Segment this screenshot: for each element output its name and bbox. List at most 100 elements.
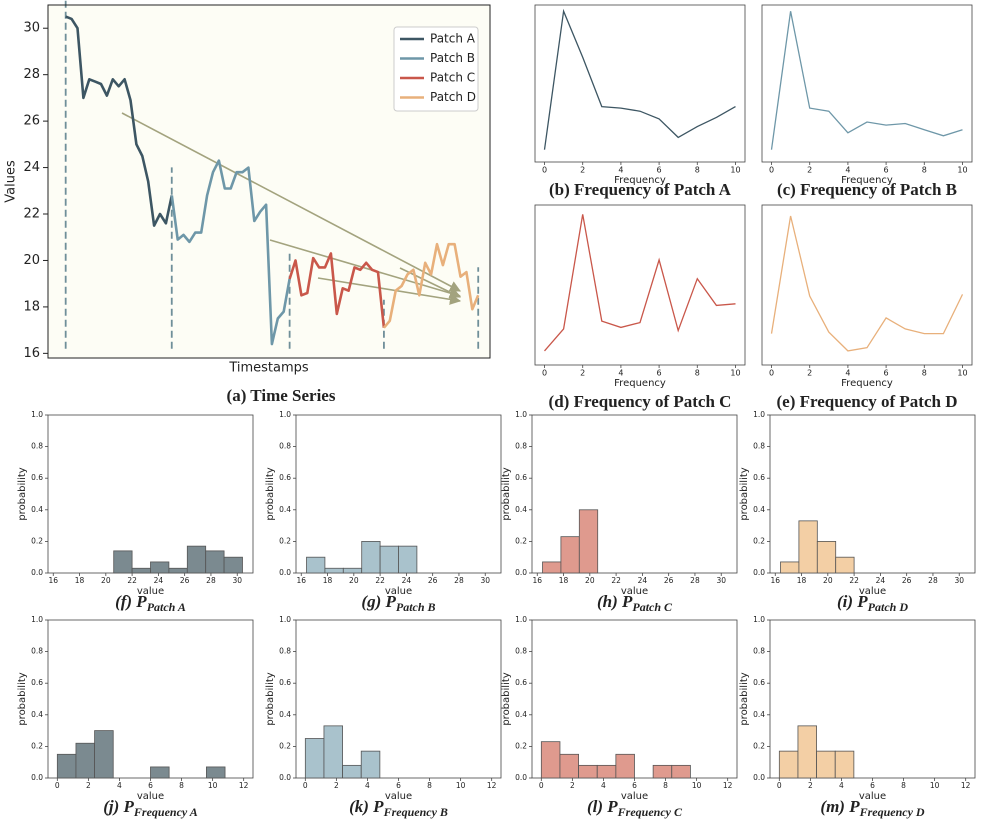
legend-label: Patch A <box>430 32 476 46</box>
caption: (h) PPatch C <box>597 592 673 614</box>
caption: (d) Frequency of Patch C <box>549 392 732 411</box>
x-tick-label: 10 <box>957 166 967 175</box>
histogram-bar <box>780 561 800 574</box>
x-tick-label: 4 <box>618 369 623 378</box>
x-tick-label: 20 <box>349 576 359 585</box>
x-tick-label: 0 <box>777 781 782 790</box>
x-tick-label: 26 <box>428 576 438 585</box>
y-tick-label: 0.0 <box>279 568 291 577</box>
caption: (c) Frequency of Patch B <box>777 180 957 199</box>
y-tick-label: 28 <box>23 67 40 82</box>
y-tick-label: 0.8 <box>279 647 291 656</box>
x-tick-label: 20 <box>101 576 111 585</box>
x-tick-label: 4 <box>365 781 370 790</box>
caption-main: (i) P <box>837 592 868 611</box>
x-tick-label: 2 <box>807 166 812 175</box>
histogram-bar <box>342 567 363 574</box>
histogram-bar <box>150 766 170 779</box>
x-tick-label: 4 <box>117 781 122 790</box>
x-tick-label: 0 <box>55 781 60 790</box>
caption: (j) PFrequency A <box>103 797 198 819</box>
y-tick-label: 0.8 <box>515 442 527 451</box>
legend-label: Patch C <box>430 71 475 85</box>
histogram-bar <box>75 742 95 779</box>
y-tick-label: 0.2 <box>31 536 43 545</box>
x-tick-label: 2 <box>86 781 91 790</box>
histogram-bar <box>223 556 243 574</box>
caption-subscript: Frequency C <box>617 805 683 819</box>
x-tick-label: 8 <box>663 781 668 790</box>
x-tick-label: 0 <box>769 369 774 378</box>
x-tick-label: 6 <box>884 166 889 175</box>
histogram-bar <box>186 545 207 574</box>
histogram-bar <box>652 764 673 779</box>
y-tick-label: 1.0 <box>515 615 527 624</box>
frequency-line <box>770 215 964 352</box>
x-tick-label: 12 <box>239 781 249 790</box>
caption-main: (j) P <box>103 797 134 816</box>
x-tick-label: 0 <box>542 166 547 175</box>
x-axis-label: Timestamps <box>228 361 309 376</box>
x-tick-label: 8 <box>922 369 927 378</box>
x-axis-label: value <box>621 586 648 597</box>
series-line <box>288 252 386 328</box>
caption-main: (k) P <box>349 797 384 816</box>
histogram-bar <box>342 764 362 779</box>
caption: (k) PFrequency B <box>349 797 448 819</box>
x-tick-label: 30 <box>232 576 242 585</box>
x-axis-label: Frequency <box>841 378 893 389</box>
x-tick-label: 6 <box>657 369 662 378</box>
y-tick-label: 16 <box>23 346 40 361</box>
x-axis-label: Frequency <box>614 378 666 389</box>
histogram-bar <box>560 536 580 574</box>
y-tick-label: 18 <box>23 299 40 314</box>
x-axis-label: value <box>621 791 648 802</box>
plot-frame <box>534 204 746 366</box>
frequency-line <box>544 214 736 352</box>
histogram-bar <box>542 561 562 574</box>
histogram-bar <box>835 556 855 574</box>
y-tick-label: 0.6 <box>31 473 43 482</box>
x-tick-label: 10 <box>730 166 740 175</box>
y-tick-label: 0.4 <box>753 505 765 514</box>
x-tick-label: 8 <box>695 369 700 378</box>
y-axis-label: probability <box>501 672 512 725</box>
legend-label: Patch B <box>430 51 475 65</box>
x-tick-label: 20 <box>585 576 595 585</box>
arrow <box>269 239 462 299</box>
y-tick-label: 0.6 <box>279 473 291 482</box>
y-tick-label: 0.8 <box>31 442 43 451</box>
x-tick-label: 28 <box>928 576 938 585</box>
arrow <box>317 277 462 305</box>
histogram-bar <box>596 764 617 779</box>
x-tick-label: 18 <box>797 576 807 585</box>
y-tick-label: 0.4 <box>753 710 765 719</box>
y-tick-label: 1.0 <box>753 615 765 624</box>
caption-subscript: Patch C <box>632 600 673 614</box>
y-axis-label: probability <box>17 467 28 520</box>
x-tick-label: 12 <box>961 781 971 790</box>
x-tick-label: 8 <box>922 166 927 175</box>
x-tick-label: 2 <box>334 781 339 790</box>
plot-frame <box>531 414 738 574</box>
caption-subscript: Frequency B <box>383 805 448 819</box>
histogram-bar <box>379 545 399 574</box>
y-tick-label: 0.0 <box>753 773 765 782</box>
caption: (i) PPatch D <box>837 592 908 614</box>
x-tick-label: 22 <box>375 576 385 585</box>
histogram-bar <box>834 750 855 779</box>
x-tick-label: 2 <box>808 781 813 790</box>
x-tick-label: 28 <box>206 576 216 585</box>
y-tick-label: 1.0 <box>31 615 43 624</box>
x-tick-label: 30 <box>954 576 964 585</box>
y-tick-label: 22 <box>23 207 40 222</box>
caption-subscript: Patch D <box>868 600 909 614</box>
y-tick-label: 1.0 <box>279 615 291 624</box>
legend-label: Patch D <box>430 90 476 104</box>
x-tick-label: 18 <box>75 576 85 585</box>
caption-subscript: Frequency D <box>859 805 925 819</box>
plot-frame <box>761 4 973 163</box>
y-tick-label: 0.4 <box>31 505 43 514</box>
x-tick-label: 10 <box>692 781 702 790</box>
y-tick-label: 0.8 <box>279 442 291 451</box>
